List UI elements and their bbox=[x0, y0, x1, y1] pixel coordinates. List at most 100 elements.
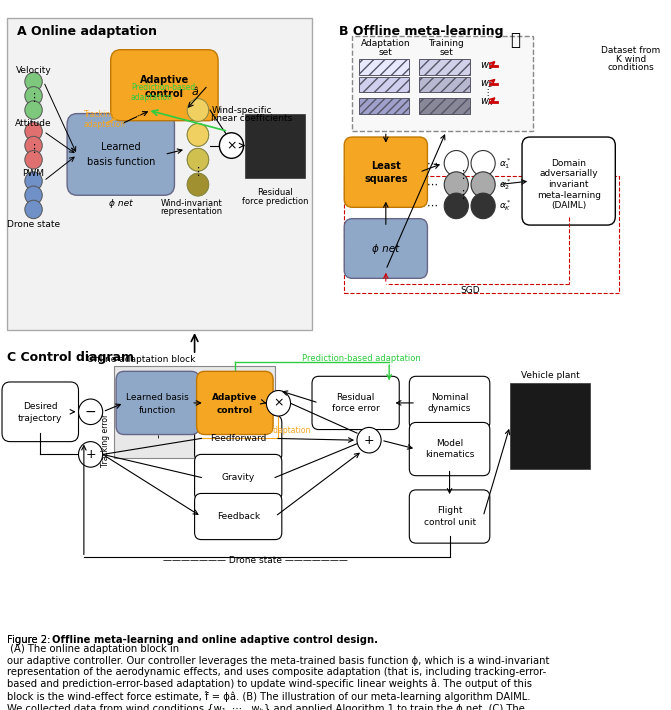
Text: K wind: K wind bbox=[615, 55, 646, 64]
Text: A Online adaptation: A Online adaptation bbox=[17, 25, 157, 38]
Text: Tracking error: Tracking error bbox=[101, 413, 110, 467]
FancyBboxPatch shape bbox=[344, 219, 427, 278]
Text: conditions: conditions bbox=[607, 63, 654, 72]
Text: ——————— Drone state ———————: ——————— Drone state ——————— bbox=[162, 557, 348, 565]
Text: adversarially: adversarially bbox=[539, 170, 598, 178]
Text: +: + bbox=[85, 448, 96, 461]
Text: SGD: SGD bbox=[460, 286, 480, 295]
FancyBboxPatch shape bbox=[522, 137, 615, 225]
Bar bbox=[352, 36, 533, 131]
Bar bbox=[359, 77, 409, 92]
Text: force error: force error bbox=[331, 404, 380, 413]
Circle shape bbox=[25, 101, 42, 119]
Text: Nominal: Nominal bbox=[431, 393, 468, 402]
Text: dynamics: dynamics bbox=[428, 404, 471, 413]
Text: +: + bbox=[364, 434, 374, 447]
Text: trajectory: trajectory bbox=[18, 415, 62, 423]
Bar bbox=[114, 366, 275, 458]
Circle shape bbox=[25, 72, 42, 91]
Text: Learned basis: Learned basis bbox=[126, 393, 189, 402]
Circle shape bbox=[25, 151, 42, 169]
Text: kinematics: kinematics bbox=[425, 450, 474, 459]
Text: $\alpha_K^*$: $\alpha_K^*$ bbox=[499, 198, 511, 214]
Text: ⋮: ⋮ bbox=[458, 170, 468, 180]
Text: Flight: Flight bbox=[437, 506, 462, 515]
Text: representation: representation bbox=[160, 207, 222, 217]
FancyBboxPatch shape bbox=[409, 376, 490, 430]
Text: Wind-specific: Wind-specific bbox=[211, 106, 272, 114]
Text: Velocity: Velocity bbox=[15, 66, 52, 75]
Text: Figure 2:: Figure 2: bbox=[7, 635, 53, 645]
Text: linear coefficients: linear coefficients bbox=[211, 114, 293, 123]
Text: Tracking-based adaptation: Tracking-based adaptation bbox=[208, 427, 311, 435]
Text: set: set bbox=[440, 48, 453, 57]
Text: control: control bbox=[145, 89, 184, 99]
Text: basis function: basis function bbox=[87, 156, 155, 167]
Text: C Control diagram: C Control diagram bbox=[7, 351, 134, 364]
Text: $\alpha_2^*$: $\alpha_2^*$ bbox=[499, 177, 511, 192]
FancyBboxPatch shape bbox=[2, 382, 79, 442]
Text: Dataset from: Dataset from bbox=[601, 46, 660, 55]
FancyBboxPatch shape bbox=[195, 454, 282, 501]
Circle shape bbox=[25, 136, 42, 155]
Circle shape bbox=[187, 173, 209, 196]
Text: force prediction: force prediction bbox=[242, 197, 309, 206]
Text: ⋯: ⋯ bbox=[427, 158, 438, 168]
Text: ϕ net: ϕ net bbox=[372, 244, 399, 253]
Text: Adaptive: Adaptive bbox=[140, 75, 189, 84]
Circle shape bbox=[25, 122, 42, 141]
Text: Wind-invariant: Wind-invariant bbox=[160, 199, 222, 208]
Circle shape bbox=[79, 442, 103, 467]
Text: ⋮: ⋮ bbox=[193, 167, 203, 177]
Text: function: function bbox=[139, 405, 176, 415]
Text: ⋮: ⋮ bbox=[28, 144, 39, 154]
Circle shape bbox=[25, 186, 42, 204]
Circle shape bbox=[25, 200, 42, 219]
FancyBboxPatch shape bbox=[344, 137, 427, 207]
Text: ⋮: ⋮ bbox=[483, 88, 491, 97]
Text: set: set bbox=[379, 48, 393, 57]
Text: Attitude: Attitude bbox=[15, 119, 52, 128]
Text: ⋮: ⋮ bbox=[28, 93, 39, 103]
Circle shape bbox=[25, 172, 42, 190]
Bar bbox=[7, 18, 312, 330]
Text: $\alpha_1^*$: $\alpha_1^*$ bbox=[499, 155, 511, 171]
FancyBboxPatch shape bbox=[195, 415, 282, 462]
Text: ϕ net: ϕ net bbox=[109, 199, 133, 208]
Circle shape bbox=[187, 124, 209, 146]
Text: Domain: Domain bbox=[551, 159, 586, 168]
Text: Offline meta-learning and online adaptive control design.: Offline meta-learning and online adaptiv… bbox=[52, 635, 378, 645]
Bar bbox=[510, 383, 590, 469]
Text: (A) The online adaptation block in
our adaptive controller. Our controller lever: (A) The online adaptation block in our a… bbox=[7, 644, 549, 710]
Text: ⋮: ⋮ bbox=[458, 190, 468, 200]
Bar bbox=[245, 114, 305, 178]
Bar bbox=[419, 77, 470, 92]
Text: Adaptation: Adaptation bbox=[361, 39, 411, 48]
Circle shape bbox=[187, 99, 209, 121]
Circle shape bbox=[187, 173, 209, 196]
Text: squares: squares bbox=[364, 174, 407, 185]
Bar bbox=[419, 98, 470, 114]
Text: Gravity: Gravity bbox=[221, 473, 255, 482]
Circle shape bbox=[187, 148, 209, 171]
Circle shape bbox=[471, 151, 495, 176]
Text: $w_2$: $w_2$ bbox=[480, 78, 493, 89]
Text: Figure 2:: Figure 2: bbox=[7, 635, 56, 645]
FancyBboxPatch shape bbox=[197, 371, 273, 435]
Text: $w_K$: $w_K$ bbox=[480, 97, 495, 108]
Text: Desired: Desired bbox=[23, 402, 58, 410]
Bar bbox=[359, 59, 409, 75]
Circle shape bbox=[444, 151, 468, 176]
Circle shape bbox=[187, 148, 209, 171]
Text: ⋯: ⋯ bbox=[427, 201, 438, 211]
Text: meta-learning: meta-learning bbox=[537, 191, 601, 200]
Bar bbox=[419, 59, 470, 75]
FancyBboxPatch shape bbox=[195, 493, 282, 540]
Text: Model: Model bbox=[436, 439, 463, 448]
Text: Feedback: Feedback bbox=[217, 512, 260, 521]
Text: ×: × bbox=[273, 397, 284, 410]
Text: invariant: invariant bbox=[548, 180, 589, 189]
Circle shape bbox=[471, 193, 495, 219]
Text: â: â bbox=[191, 87, 198, 97]
Text: (DAIML): (DAIML) bbox=[551, 202, 586, 210]
